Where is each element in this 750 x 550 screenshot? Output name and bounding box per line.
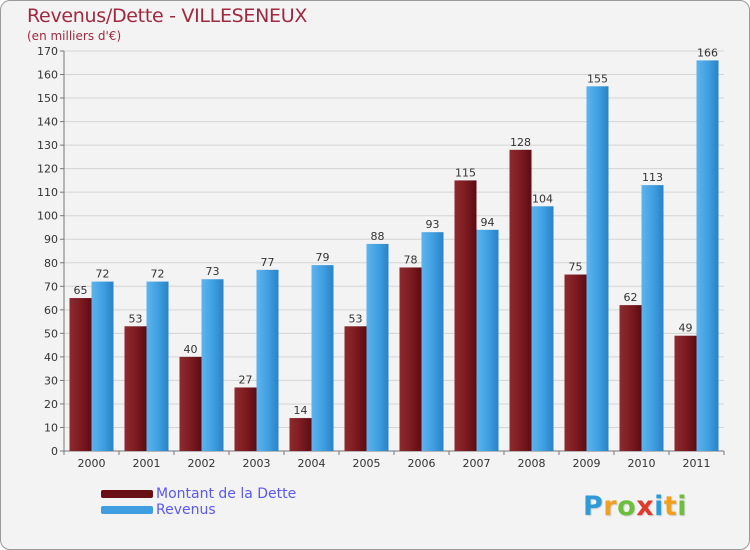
y-tick-label: 50 — [44, 327, 58, 340]
bar-dette — [234, 387, 257, 451]
bar-revenus — [476, 229, 499, 451]
x-tick-label: 2000 — [78, 457, 106, 470]
logo-letter: P — [583, 491, 604, 522]
bar-label-dette: 115 — [455, 166, 476, 179]
bar-revenus — [586, 86, 609, 451]
bar-label-revenus: 104 — [532, 192, 553, 205]
y-tick-label: 90 — [44, 233, 58, 246]
plot-area — [64, 51, 724, 451]
bar-label-revenus: 88 — [371, 230, 385, 243]
logo-letter: i — [654, 491, 664, 522]
bar-label-dette: 128 — [510, 136, 531, 149]
bar-label-dette: 49 — [679, 322, 693, 335]
bar-label-revenus: 93 — [426, 218, 440, 231]
chart-title: Revenus/Dette - VILLESENEUX — [27, 5, 308, 27]
bar-label-revenus: 166 — [697, 46, 718, 59]
bar-revenus — [531, 206, 554, 451]
x-tick-label: 2001 — [133, 457, 161, 470]
bar-revenus — [201, 279, 224, 451]
x-tick-label: 2005 — [353, 457, 381, 470]
legend-label-revenus: Revenus — [156, 502, 216, 518]
bar-revenus — [256, 269, 279, 451]
bar-revenus — [311, 265, 334, 451]
bar-label-dette: 27 — [239, 373, 253, 386]
x-tick-label: 2008 — [518, 457, 546, 470]
y-tick-label: 10 — [44, 421, 58, 434]
y-tick-label: 70 — [44, 280, 58, 293]
bar-revenus — [696, 60, 719, 451]
y-tick-label: 60 — [44, 304, 58, 317]
x-tick-label: 2011 — [683, 457, 711, 470]
bar-label-dette: 14 — [294, 404, 308, 417]
bar-revenus — [366, 243, 389, 451]
y-tick-label: 80 — [44, 257, 58, 270]
bar-dette — [124, 326, 147, 451]
y-tick-label: 170 — [37, 45, 58, 58]
y-tick-label: 120 — [37, 163, 58, 176]
y-tick-label: 110 — [37, 186, 58, 199]
bar-dette — [564, 274, 587, 451]
x-tick-label: 2009 — [573, 457, 601, 470]
bar-label-dette: 75 — [569, 261, 583, 274]
y-tick-label: 20 — [44, 398, 58, 411]
bar-label-revenus: 94 — [481, 216, 495, 229]
bar-label-dette: 53 — [349, 312, 363, 325]
bar-label-revenus: 77 — [261, 256, 275, 269]
bar-dette — [289, 418, 312, 451]
logo-letter: o — [617, 491, 637, 522]
bar-dette — [509, 149, 532, 451]
x-tick-label: 2003 — [243, 457, 271, 470]
bar-dette — [674, 335, 697, 451]
bar-label-dette: 40 — [184, 343, 198, 356]
bar-label-dette: 78 — [404, 253, 418, 266]
bar-revenus — [421, 232, 444, 451]
x-tick-label: 2010 — [628, 457, 656, 470]
bar-label-revenus: 73 — [206, 265, 220, 278]
bar-dette — [454, 180, 477, 452]
bar-dette — [69, 298, 92, 451]
y-tick-label: 100 — [37, 210, 58, 223]
logo-letter: r — [603, 491, 618, 522]
y-tick-label: 160 — [37, 69, 58, 82]
y-tick-label: 40 — [44, 351, 58, 364]
bar-label-revenus: 155 — [587, 72, 608, 85]
y-tick-label: 0 — [51, 445, 58, 458]
bar-label-revenus: 113 — [642, 171, 663, 184]
x-tick-label: 2007 — [463, 457, 491, 470]
bar-dette — [344, 326, 367, 451]
y-tick-label: 140 — [37, 116, 58, 129]
proxiti-logo: Proxiti — [583, 491, 687, 522]
y-tick-label: 130 — [37, 139, 58, 152]
legend-swatch-dette — [101, 490, 153, 498]
chart-subtitle: (en milliers d'€) — [27, 29, 122, 43]
x-tick-label: 2004 — [298, 457, 326, 470]
bar-label-dette: 53 — [129, 312, 143, 325]
logo-letter: x — [636, 491, 655, 522]
bar-label-revenus: 79 — [316, 251, 330, 264]
bar-dette — [619, 305, 642, 451]
bar-revenus — [641, 185, 664, 451]
x-tick-label: 2006 — [408, 457, 436, 470]
bar-label-dette: 62 — [624, 291, 638, 304]
bar-label-revenus: 72 — [96, 268, 110, 281]
logo-letter: i — [677, 491, 688, 522]
legend-swatch-revenus — [101, 506, 153, 514]
bar-revenus — [91, 281, 114, 451]
bar-label-revenus: 72 — [151, 268, 165, 281]
y-tick-label: 30 — [44, 374, 58, 387]
x-tick-label: 2002 — [188, 457, 216, 470]
y-tick-label: 150 — [37, 92, 58, 105]
bar-dette — [179, 356, 202, 451]
legend-label-dette: Montant de la Dette — [156, 486, 297, 502]
bar-dette — [399, 267, 422, 451]
bar-revenus — [146, 281, 169, 451]
bar-label-dette: 65 — [74, 284, 88, 297]
logo-letter: t — [663, 491, 678, 522]
